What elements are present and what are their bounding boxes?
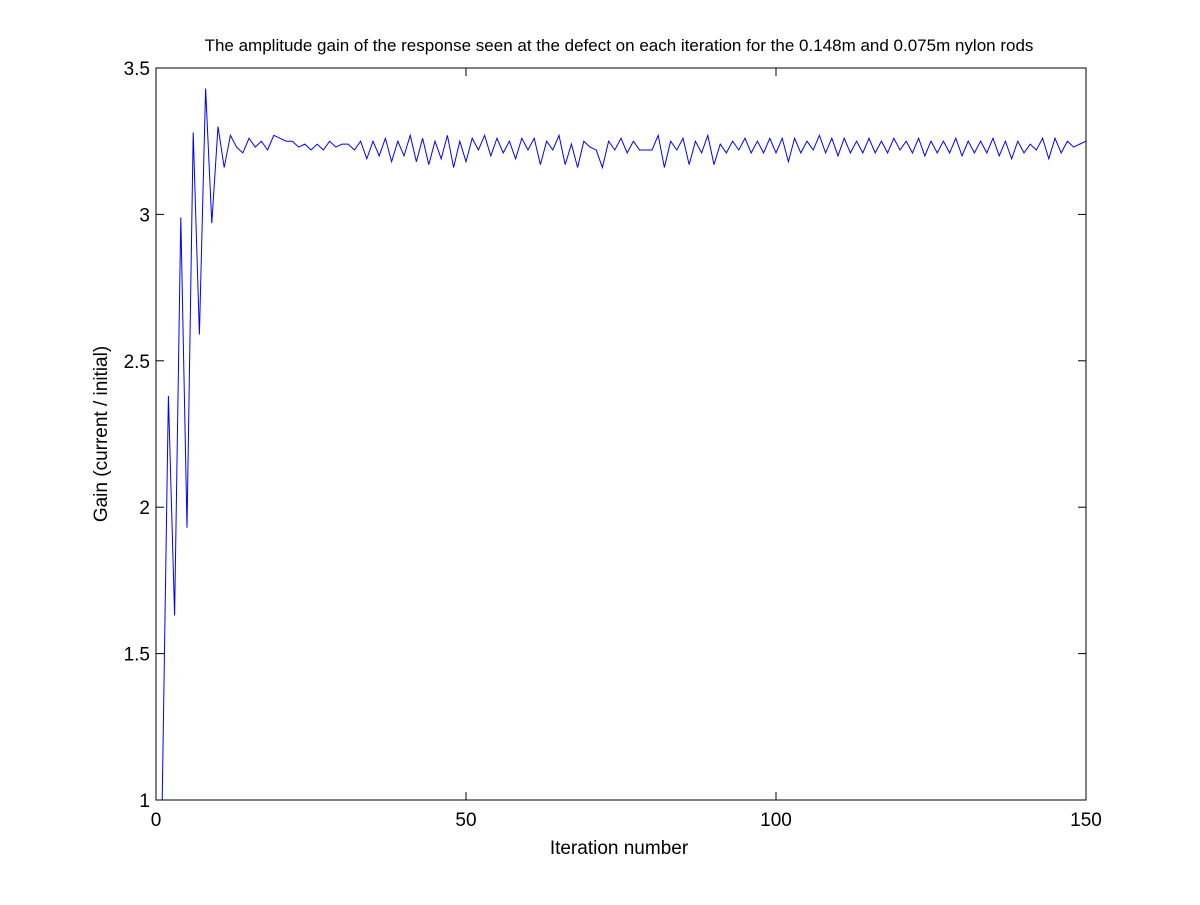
axis-tick-labels: 0 50 100 150 1 1.5 2 2.5 3 3.5 [124, 59, 1102, 831]
y-axis-label: Gain (current / initial) [91, 346, 112, 522]
chart-title: The amplitude gain of the response seen … [205, 36, 1034, 55]
y-tick-label: 1 [139, 791, 150, 812]
x-tick-label: 150 [1070, 810, 1102, 831]
x-tick-label: 50 [455, 810, 476, 831]
y-tick-label: 2 [139, 498, 150, 519]
series-line [161, 88, 1087, 801]
plot-frame [155, 67, 1087, 801]
y-tick-label: 3.5 [124, 59, 150, 80]
plot-area [156, 68, 1086, 800]
y-tick-label: 2.5 [124, 352, 150, 373]
y-tick-label: 1.5 [124, 645, 150, 666]
y-tick-label: 3 [139, 205, 150, 226]
x-axis-label: Iteration number [550, 838, 689, 859]
x-tick-label: 100 [760, 810, 792, 831]
x-tick-label: 0 [151, 810, 162, 831]
